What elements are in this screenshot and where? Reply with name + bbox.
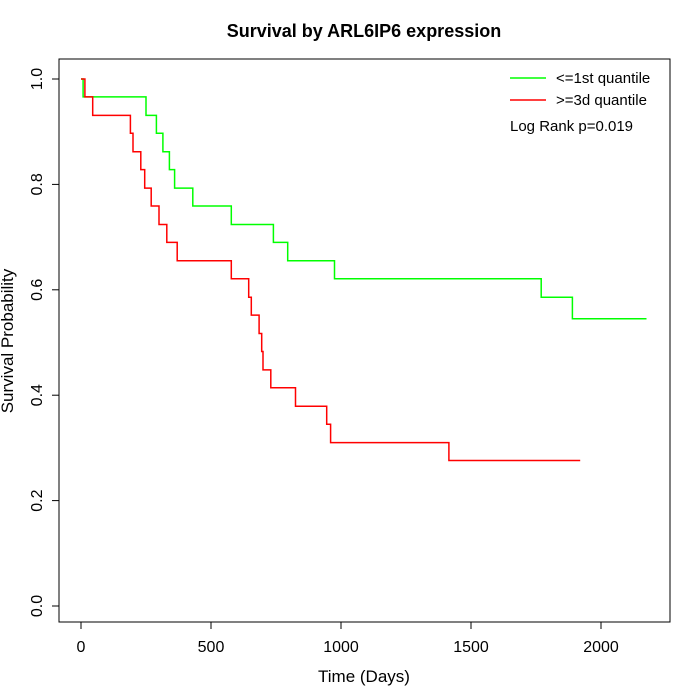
log-rank-annotation: Log Rank p=0.019 <box>510 118 633 135</box>
x-axis: 0 500 1000 1500 2000 <box>77 621 619 656</box>
series-layer <box>81 78 647 462</box>
y-tick-label: 0.8 <box>29 173 46 195</box>
survival-curve-low-quantile <box>81 78 647 320</box>
y-tick-label: 0.6 <box>29 279 46 301</box>
survival-curve-high-quantile <box>81 78 581 462</box>
x-tick-label: 1000 <box>323 639 359 656</box>
x-tick-label: 0 <box>77 639 86 656</box>
x-tick-label: 2000 <box>583 639 619 656</box>
chart-title: Survival by ARL6IP6 expression <box>227 21 501 41</box>
y-tick-label: 0.4 <box>29 384 46 406</box>
y-tick-label: 0.0 <box>29 595 46 617</box>
legend: <=1st quantile >=3d quantile <box>510 70 650 109</box>
y-axis: 0.0 0.2 0.4 0.6 0.8 1.0 <box>29 68 60 617</box>
plot-frame <box>58 58 671 623</box>
x-tick-label: 1500 <box>453 639 489 656</box>
x-tick-label: 500 <box>198 639 225 656</box>
x-axis-label: Time (Days) <box>318 667 410 686</box>
legend-label-low: <=1st quantile <box>556 70 650 87</box>
y-tick-label: 0.2 <box>29 489 46 511</box>
y-tick-label: 1.0 <box>29 68 46 90</box>
legend-label-high: >=3d quantile <box>556 92 647 109</box>
y-axis-label: Survival Probability <box>0 268 17 413</box>
